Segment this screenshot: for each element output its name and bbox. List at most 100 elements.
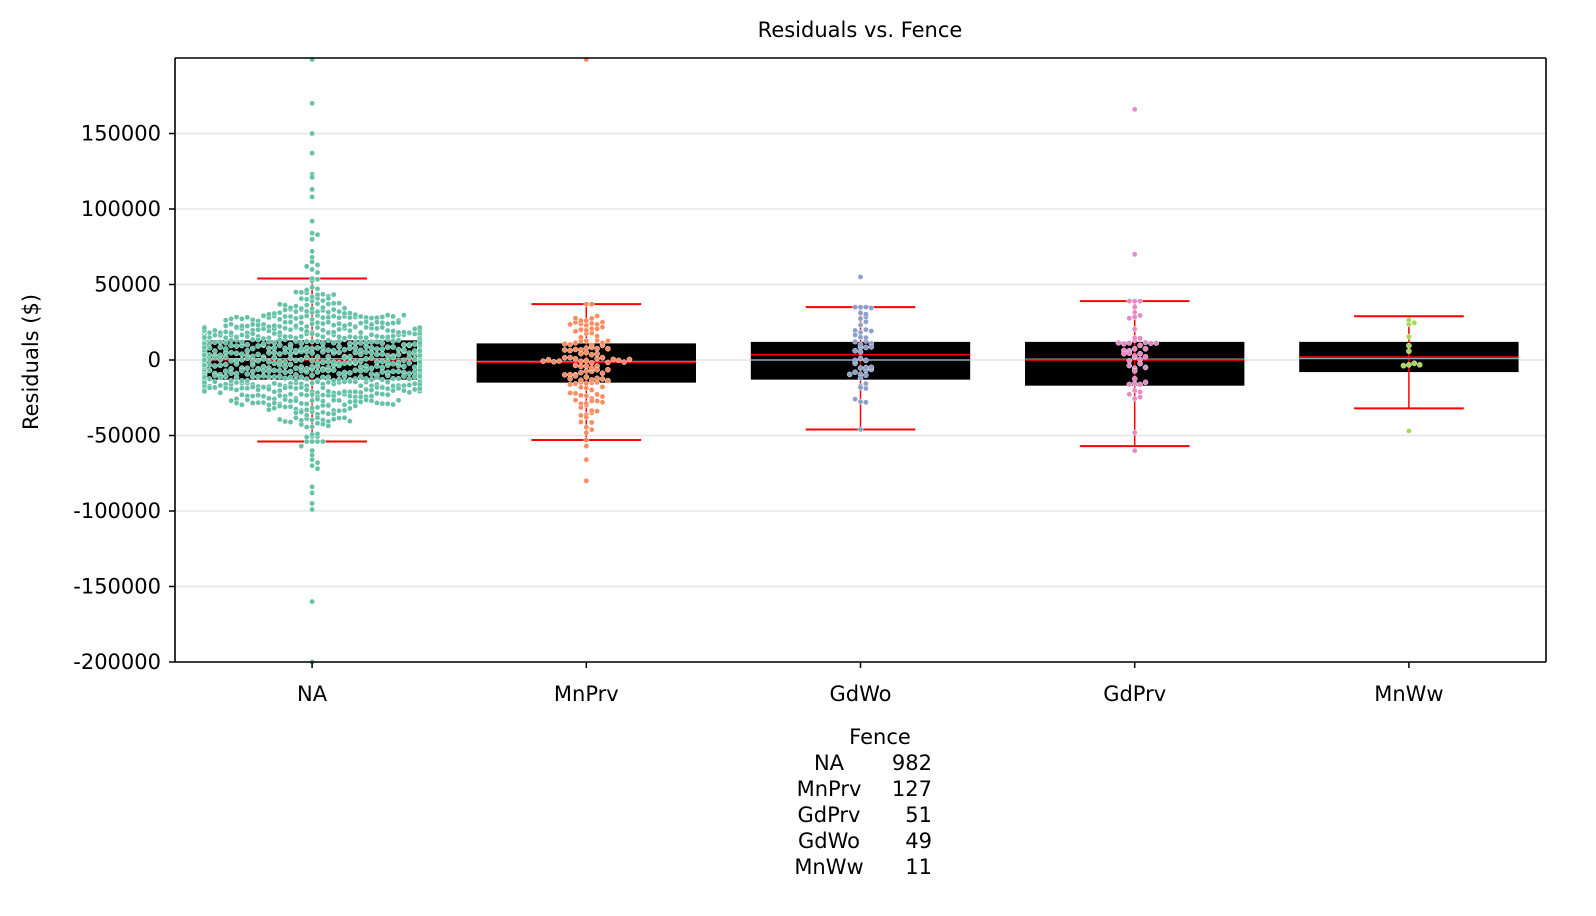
data-point [201, 344, 208, 351]
data-point [852, 369, 858, 375]
data-point [303, 424, 310, 430]
data-point [244, 314, 251, 321]
data-point [379, 346, 386, 352]
data-point [309, 186, 315, 193]
data-point [368, 371, 375, 377]
data-point [282, 359, 288, 366]
data-point [314, 465, 321, 472]
data-point [374, 359, 380, 365]
data-point [293, 308, 299, 315]
data-point [309, 248, 315, 255]
data-point [330, 300, 337, 307]
data-point [341, 354, 348, 361]
data-point [384, 379, 391, 385]
data-point [309, 405, 315, 411]
data-point [857, 349, 864, 355]
data-point [540, 358, 546, 365]
data-point [352, 367, 359, 374]
data-point [588, 387, 595, 393]
data-point [379, 324, 386, 331]
data-point [249, 384, 256, 390]
data-point [287, 304, 294, 311]
data-point [239, 339, 245, 345]
data-point [852, 338, 858, 345]
data-point [401, 342, 407, 348]
data-point [384, 321, 391, 327]
data-point [374, 351, 380, 358]
data-point [1411, 360, 1418, 367]
data-point [567, 381, 573, 388]
data-point [303, 354, 310, 361]
data-point [357, 374, 364, 380]
data-point [868, 364, 875, 371]
data-point [293, 377, 299, 383]
data-point [352, 334, 359, 341]
data-point [222, 317, 229, 323]
data-point [276, 373, 283, 380]
data-point [320, 320, 326, 327]
data-point [395, 346, 402, 353]
data-point [857, 341, 864, 348]
data-point [320, 384, 326, 391]
data-point [551, 358, 557, 365]
data-point [390, 338, 396, 344]
data-point [212, 372, 218, 379]
data-point [309, 506, 315, 513]
data-point [352, 323, 359, 330]
data-point [222, 354, 229, 360]
data-point [1131, 447, 1138, 454]
data-point [1121, 340, 1127, 347]
data-point [379, 314, 386, 320]
data-point [222, 373, 229, 380]
count-table-title: Fence [849, 725, 911, 749]
data-point [588, 407, 595, 414]
data-point [206, 376, 213, 382]
data-point [1131, 345, 1138, 352]
data-point [266, 374, 272, 380]
data-point [249, 330, 256, 337]
data-point [599, 319, 606, 325]
data-point [368, 331, 375, 338]
data-point [336, 408, 342, 414]
data-point [330, 306, 337, 313]
data-point [594, 391, 600, 398]
count-row: NA 982 [790, 750, 950, 776]
data-point [314, 431, 321, 437]
data-point [314, 396, 321, 403]
data-point [271, 339, 278, 346]
data-point [868, 305, 875, 311]
data-point [347, 418, 353, 424]
data-point [212, 348, 218, 354]
data-point [395, 368, 402, 375]
data-point [363, 340, 369, 346]
data-point [852, 304, 858, 310]
data-point [411, 364, 418, 371]
data-point [1126, 298, 1133, 304]
data-point [347, 353, 353, 360]
box-layer [202, 277, 1519, 448]
x-tick-label: GdWo [830, 682, 892, 706]
data-point [298, 374, 305, 380]
data-point [309, 275, 315, 282]
data-point [271, 354, 278, 361]
data-point [863, 311, 869, 317]
data-point [287, 374, 294, 381]
data-point [298, 391, 305, 398]
y-tick-label: -100000 [73, 499, 161, 523]
data-point [594, 366, 600, 373]
data-point [309, 423, 315, 430]
data-point [282, 319, 288, 325]
data-point [572, 397, 579, 403]
data-point [583, 368, 590, 374]
data-point [336, 360, 342, 366]
data-point [857, 375, 864, 382]
data-point [303, 302, 310, 308]
data-point [282, 302, 288, 308]
data-point [336, 390, 342, 396]
data-point [390, 354, 396, 361]
data-point [384, 391, 391, 398]
data-point [298, 326, 305, 333]
data-point [384, 352, 391, 359]
data-point [330, 397, 337, 403]
data-point [406, 342, 413, 348]
